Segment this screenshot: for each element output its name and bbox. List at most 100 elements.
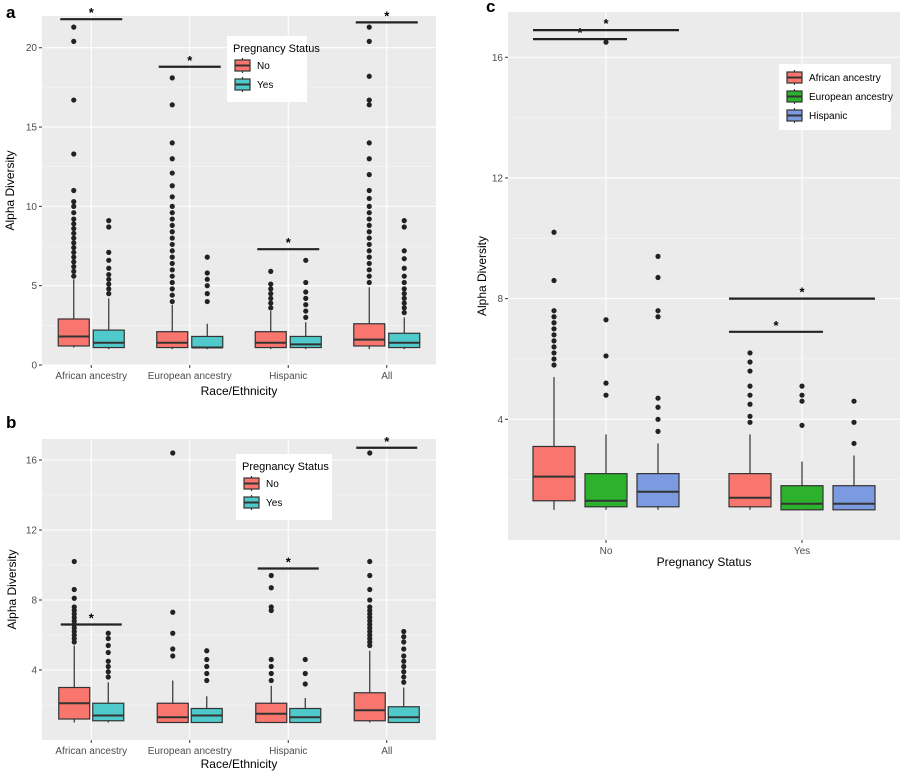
outlier-point	[401, 265, 407, 271]
y-tick-label: 8	[31, 596, 37, 607]
outlier-point	[105, 642, 111, 649]
y-tick-label: 12	[26, 526, 38, 537]
outlier-point	[551, 320, 557, 326]
outlier-point	[303, 295, 309, 301]
outlier-point	[302, 656, 308, 663]
y-tick-label: 15	[26, 123, 38, 134]
outlier-point	[366, 102, 372, 108]
outlier-point	[71, 97, 77, 103]
outlier-point	[367, 572, 373, 579]
outlier-point	[169, 156, 175, 162]
y-tick-label: 4	[497, 415, 503, 426]
y-tick-label: 12	[492, 173, 504, 184]
box-body	[57, 318, 90, 347]
outlier-point	[366, 203, 372, 209]
outlier-point	[655, 274, 661, 281]
outlier-point	[105, 663, 111, 670]
outlier-point	[401, 286, 407, 292]
outlier-point	[366, 222, 372, 228]
outlier-point	[747, 413, 753, 419]
outlier-point	[169, 229, 175, 235]
outlier-point	[71, 38, 77, 44]
outlier-point	[71, 187, 77, 194]
outlier-point	[401, 305, 407, 311]
box-body	[353, 323, 386, 347]
outlier-point	[655, 395, 661, 401]
outlier-point	[170, 450, 176, 456]
outlier-point	[169, 75, 175, 81]
outlier-point	[169, 140, 175, 146]
outlier-point	[71, 245, 77, 251]
outlier-point	[401, 639, 407, 645]
outlier-point	[401, 669, 407, 675]
outlier-point	[268, 286, 274, 292]
outlier-point	[551, 356, 557, 362]
outlier-point	[71, 259, 77, 265]
outlier-point	[401, 224, 407, 230]
outlier-point	[169, 170, 175, 176]
outlier-point	[551, 332, 557, 338]
outlier-point	[366, 24, 372, 30]
outlier-point	[366, 279, 372, 286]
outlier-point	[106, 276, 112, 282]
outlier-point	[170, 630, 176, 636]
outlier-point	[204, 663, 210, 670]
box-no-3	[353, 24, 386, 350]
outlier-point	[366, 260, 372, 267]
box-african-ancestry-1	[728, 350, 772, 510]
outlier-point	[302, 670, 308, 677]
significance-star: *	[286, 235, 292, 250]
x-tick-label: Yes	[794, 546, 810, 557]
x-tick-label: Hispanic	[269, 371, 307, 382]
outlier-point	[268, 585, 274, 591]
outlier-point	[106, 249, 112, 255]
legend: Pregnancy Status No Yes	[236, 454, 332, 520]
outlier-point	[401, 310, 407, 316]
outlier-point	[105, 669, 111, 675]
box-body	[191, 335, 224, 349]
legend-label: No	[266, 479, 279, 490]
x-axis-title: Race/Ethnicity	[201, 384, 278, 398]
legend-title: Pregnancy Status	[242, 461, 329, 473]
box-european-ancestry-1	[780, 383, 824, 511]
outlier-point	[204, 254, 210, 260]
outlier-point	[105, 674, 111, 680]
outlier-point	[366, 73, 372, 79]
panel-label-a: a	[6, 3, 16, 22]
y-tick-label: 0	[31, 361, 37, 372]
outlier-point	[71, 254, 77, 260]
outlier-point	[401, 628, 407, 635]
outlier-point	[551, 338, 557, 344]
outlier-point	[655, 308, 661, 314]
box-body	[353, 692, 386, 722]
outlier-point	[366, 235, 372, 241]
outlier-point	[71, 230, 77, 236]
outlier-point	[71, 240, 77, 246]
outlier-point	[799, 398, 805, 404]
box-body	[832, 485, 876, 511]
outlier-point	[204, 291, 210, 297]
outlier-point	[71, 24, 77, 30]
significance-star: *	[773, 318, 779, 333]
chart-a: 0 5 10 15 20 African ancestry European ancestr…	[3, 5, 436, 398]
y-tick-label: 5	[31, 281, 37, 292]
outlier-point	[401, 300, 407, 306]
outlier-point	[303, 308, 309, 314]
outlier-point	[106, 291, 112, 297]
outlier-point	[366, 248, 372, 254]
outlier-point	[71, 558, 77, 565]
outlier-point	[303, 314, 309, 321]
box-body	[92, 702, 125, 722]
box-european-ancestry-0	[584, 39, 628, 510]
outlier-point	[71, 221, 77, 227]
outlier-point	[303, 289, 309, 295]
outlier-point	[71, 268, 77, 275]
significance-star: *	[603, 16, 609, 31]
outlier-point	[105, 649, 111, 656]
outlier-point	[401, 273, 407, 279]
legend-label: Hispanic	[809, 111, 847, 122]
x-tick-label: No	[600, 546, 613, 557]
outlier-point	[366, 195, 372, 202]
outlier-point	[71, 210, 77, 216]
box-yes-2	[289, 656, 322, 724]
